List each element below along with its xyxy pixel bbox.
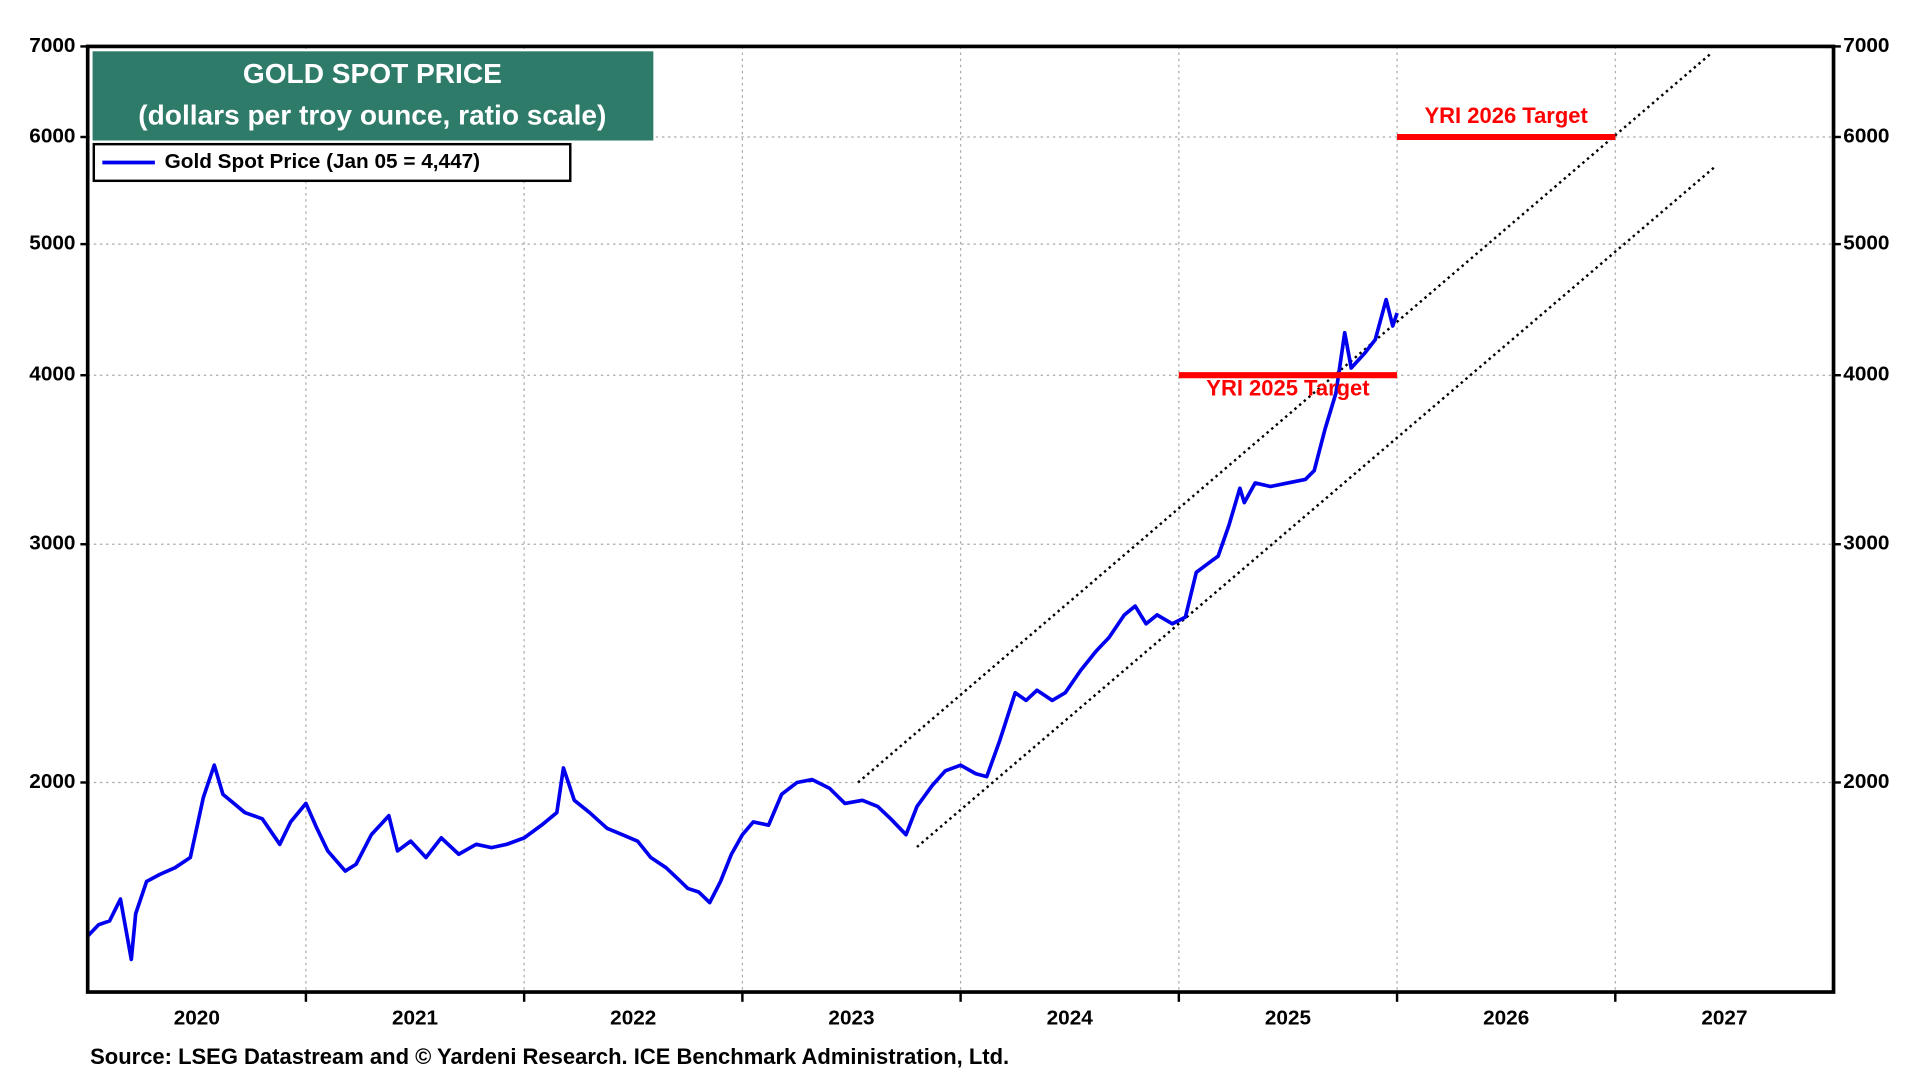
y-tick-label: 5000: [29, 232, 75, 255]
y2-tick-label: 6000: [1843, 124, 1889, 147]
target-label: YRI 2026 Target: [1425, 103, 1589, 128]
source-note: Source: LSEG Datastream and © Yardeni Re…: [90, 1044, 1009, 1069]
target-label: YRI 2025 Target: [1206, 376, 1370, 401]
y2-tick-label: 7000: [1843, 34, 1889, 57]
y-tick-label: 2000: [29, 770, 75, 793]
legend-label: Gold Spot Price (Jan 05 = 4,447): [165, 150, 480, 173]
x-tick-label: 2027: [1701, 1006, 1747, 1029]
y-tick-label: 6000: [29, 124, 75, 147]
legend-box: [92, 142, 572, 183]
plot-frame: [85, 44, 1836, 994]
y-tick-label: 3000: [29, 532, 75, 555]
y2-tick-label: 5000: [1843, 232, 1889, 255]
y2-tick-label: 3000: [1843, 532, 1889, 555]
trend-line: [916, 165, 1717, 848]
y2-tick-label: 2000: [1843, 770, 1889, 793]
title-box: [92, 51, 654, 141]
price-line: [86, 297, 1399, 962]
x-tick-label: 2021: [392, 1006, 438, 1029]
x-tick-label: 2022: [610, 1006, 656, 1029]
x-tick-label: 2026: [1483, 1006, 1529, 1029]
x-tick-label: 2024: [1047, 1006, 1094, 1029]
trend-line: [857, 52, 1713, 784]
x-tick-label: 2023: [828, 1006, 874, 1029]
marks: [86, 52, 1717, 962]
chart-title: GOLD SPOT PRICE: [243, 58, 502, 89]
x-tick-label: 2020: [174, 1006, 220, 1029]
y-tick-label: 4000: [29, 363, 75, 386]
y2-tick-label: 4000: [1843, 363, 1889, 386]
x-tick-label: 2025: [1265, 1006, 1311, 1029]
chart-subtitle: (dollars per troy ounce, ratio scale): [138, 100, 606, 131]
y-tick-label: 7000: [29, 34, 75, 57]
